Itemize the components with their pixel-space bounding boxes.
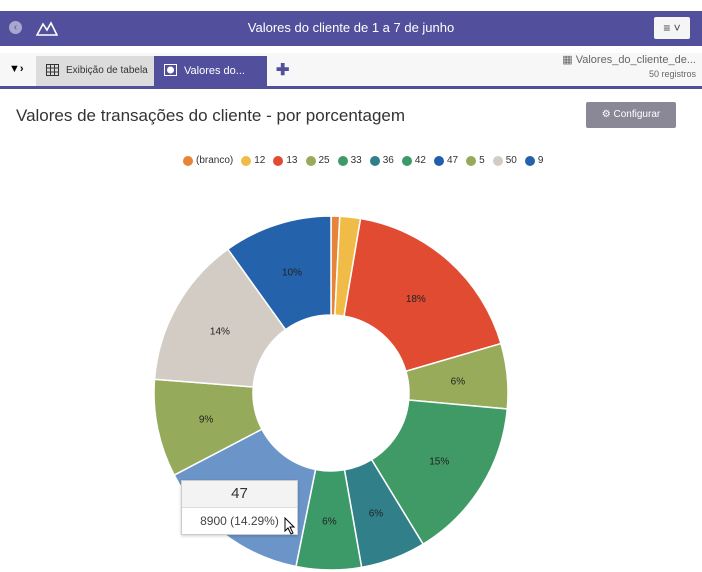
gear-icon: ⚙ (601, 109, 611, 120)
configure-label: Configurar (613, 109, 661, 120)
logo-icon (36, 21, 58, 36)
chart-tooltip: 47 8900 (14.29%) (181, 480, 298, 535)
slice-label: 18% (406, 294, 426, 305)
page-title: Valores de transações do cliente - por p… (16, 106, 406, 125)
legend-swatch (305, 155, 316, 166)
tooltip-value: 8900 (14.29%) (200, 514, 279, 528)
slice-33[interactable] (370, 399, 509, 546)
legend-label: 13 (286, 155, 298, 166)
menu-button[interactable]: ≡ ˅ (654, 17, 690, 39)
legend-item[interactable]: 5 (466, 155, 485, 166)
tab-label: Valores do... (184, 65, 245, 77)
legend-item[interactable]: 9 (524, 155, 544, 166)
slice-label: 6% (451, 377, 466, 388)
legend-swatch (183, 155, 193, 166)
legend-swatch (337, 155, 348, 166)
tab-bar: ▼› Exibição de tabela Valores do... ✚ ▦ … (0, 53, 702, 89)
back-icon[interactable]: ‹ (9, 21, 22, 34)
slice-label: 6% (322, 516, 337, 527)
legend-label: 25 (318, 155, 330, 166)
slice-9[interactable] (226, 215, 332, 331)
data-source: ▦ Valores_do_cliente_de... 50 registros (562, 53, 696, 79)
slice-label: 6% (369, 508, 384, 519)
slice-label: 9% (199, 415, 214, 426)
window-title: Valores do cliente de 1 a 7 de junho (247, 20, 455, 35)
legend-label: 50 (505, 155, 517, 166)
legend-label: 12 (254, 155, 266, 166)
legend-label: 5 (479, 155, 485, 166)
legend-label: (branco) (196, 155, 234, 166)
slice-label: 15% (429, 456, 449, 467)
source-name[interactable]: Valores_do_cliente_de... (575, 54, 696, 66)
configure-button[interactable]: ⚙ Configurar (586, 102, 676, 128)
tooltip-label: 47 (182, 481, 297, 508)
legend-item[interactable]: 47 (434, 155, 458, 166)
legend-item[interactable]: 25 (305, 155, 330, 166)
tab-chart[interactable]: Valores do... (154, 56, 267, 86)
legend-swatch (466, 155, 477, 166)
record-count: 50 registros (648, 69, 696, 79)
slice-13[interactable] (343, 217, 502, 373)
filter-icon[interactable]: ▼› (9, 63, 24, 75)
legend-item[interactable]: 36 (369, 155, 394, 166)
tab-table-view[interactable]: Exibição de tabela (36, 56, 154, 86)
mouse-cursor-icon (284, 517, 296, 535)
legend-item[interactable]: 13 (273, 155, 298, 166)
legend-item[interactable]: (branco) (183, 155, 233, 166)
slice-label: 14% (210, 326, 230, 337)
legend-swatch (273, 155, 284, 166)
table-icon (46, 64, 59, 76)
pie-chart-icon (164, 64, 177, 76)
add-tab-button[interactable]: ✚ (276, 62, 290, 79)
slice-label: 10% (282, 268, 302, 279)
legend-item[interactable]: 42 (401, 155, 426, 166)
legend-label: 33 (350, 155, 362, 166)
legend-item[interactable]: 33 (337, 155, 362, 166)
legend-label: 9 (537, 155, 544, 166)
legend-swatch (434, 155, 444, 166)
legend-swatch (492, 155, 503, 166)
table-icon: ▦ (562, 54, 573, 66)
chart-legend: (branco) 12 13 25 33 36 42 47 5 50 9 (183, 155, 543, 166)
legend-swatch (241, 155, 252, 166)
legend-item[interactable]: 50 (492, 155, 517, 166)
legend-swatch (369, 155, 380, 166)
legend-item[interactable]: 12 (241, 155, 265, 166)
top-bar: ‹ Valores do cliente de 1 a 7 de junho ≡… (0, 11, 702, 46)
legend-swatch (524, 155, 535, 166)
tab-label: Exibição de tabela (66, 65, 148, 76)
legend-label: 42 (414, 155, 426, 166)
legend-label: 36 (382, 155, 394, 166)
legend-label: 47 (447, 155, 459, 166)
legend-swatch (401, 155, 412, 166)
